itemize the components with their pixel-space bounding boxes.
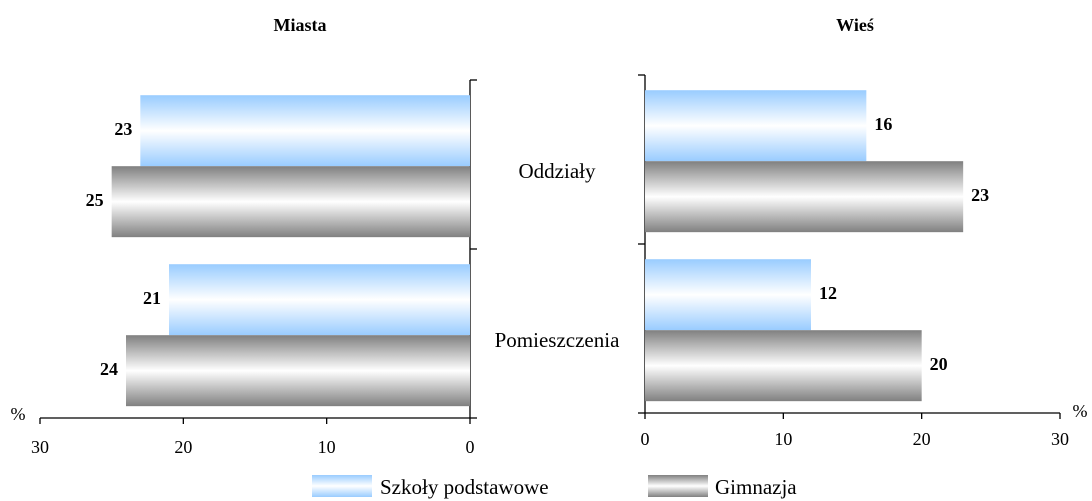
data-label: 16 <box>874 114 892 134</box>
bar <box>126 335 470 407</box>
legend-swatch <box>648 475 708 497</box>
bar <box>169 264 470 336</box>
data-label: 21 <box>143 288 161 308</box>
x-tick-label: 20 <box>174 437 192 457</box>
legend-swatch <box>312 475 372 497</box>
chart-title: Wieś <box>836 15 874 35</box>
x-axis-unit: % <box>11 404 26 424</box>
bar <box>645 259 811 331</box>
x-tick-label: 30 <box>1051 429 1069 449</box>
bar <box>140 95 471 167</box>
bar <box>645 90 867 162</box>
data-label: 24 <box>100 359 118 379</box>
legend-label: Gimnazja <box>715 475 797 499</box>
chart-title: Miasta <box>274 15 327 35</box>
x-tick-label: 20 <box>913 429 931 449</box>
bar <box>111 166 471 238</box>
x-tick-label: 0 <box>466 437 475 457</box>
data-label: 25 <box>86 190 104 210</box>
data-label: 23 <box>971 185 989 205</box>
x-axis-unit: % <box>1073 401 1088 421</box>
data-label: 20 <box>930 354 948 374</box>
data-label: 12 <box>819 283 837 303</box>
x-tick-label: 30 <box>31 437 49 457</box>
x-tick-label: 10 <box>774 429 792 449</box>
bar <box>645 161 964 233</box>
legend-label: Szkoły podstawowe <box>380 475 549 499</box>
category-label: Pomieszczenia <box>495 328 620 352</box>
bar <box>645 330 922 402</box>
x-tick-label: 0 <box>641 429 650 449</box>
data-label: 23 <box>114 119 132 139</box>
x-tick-label: 10 <box>318 437 336 457</box>
category-label: Oddziały <box>519 159 596 183</box>
